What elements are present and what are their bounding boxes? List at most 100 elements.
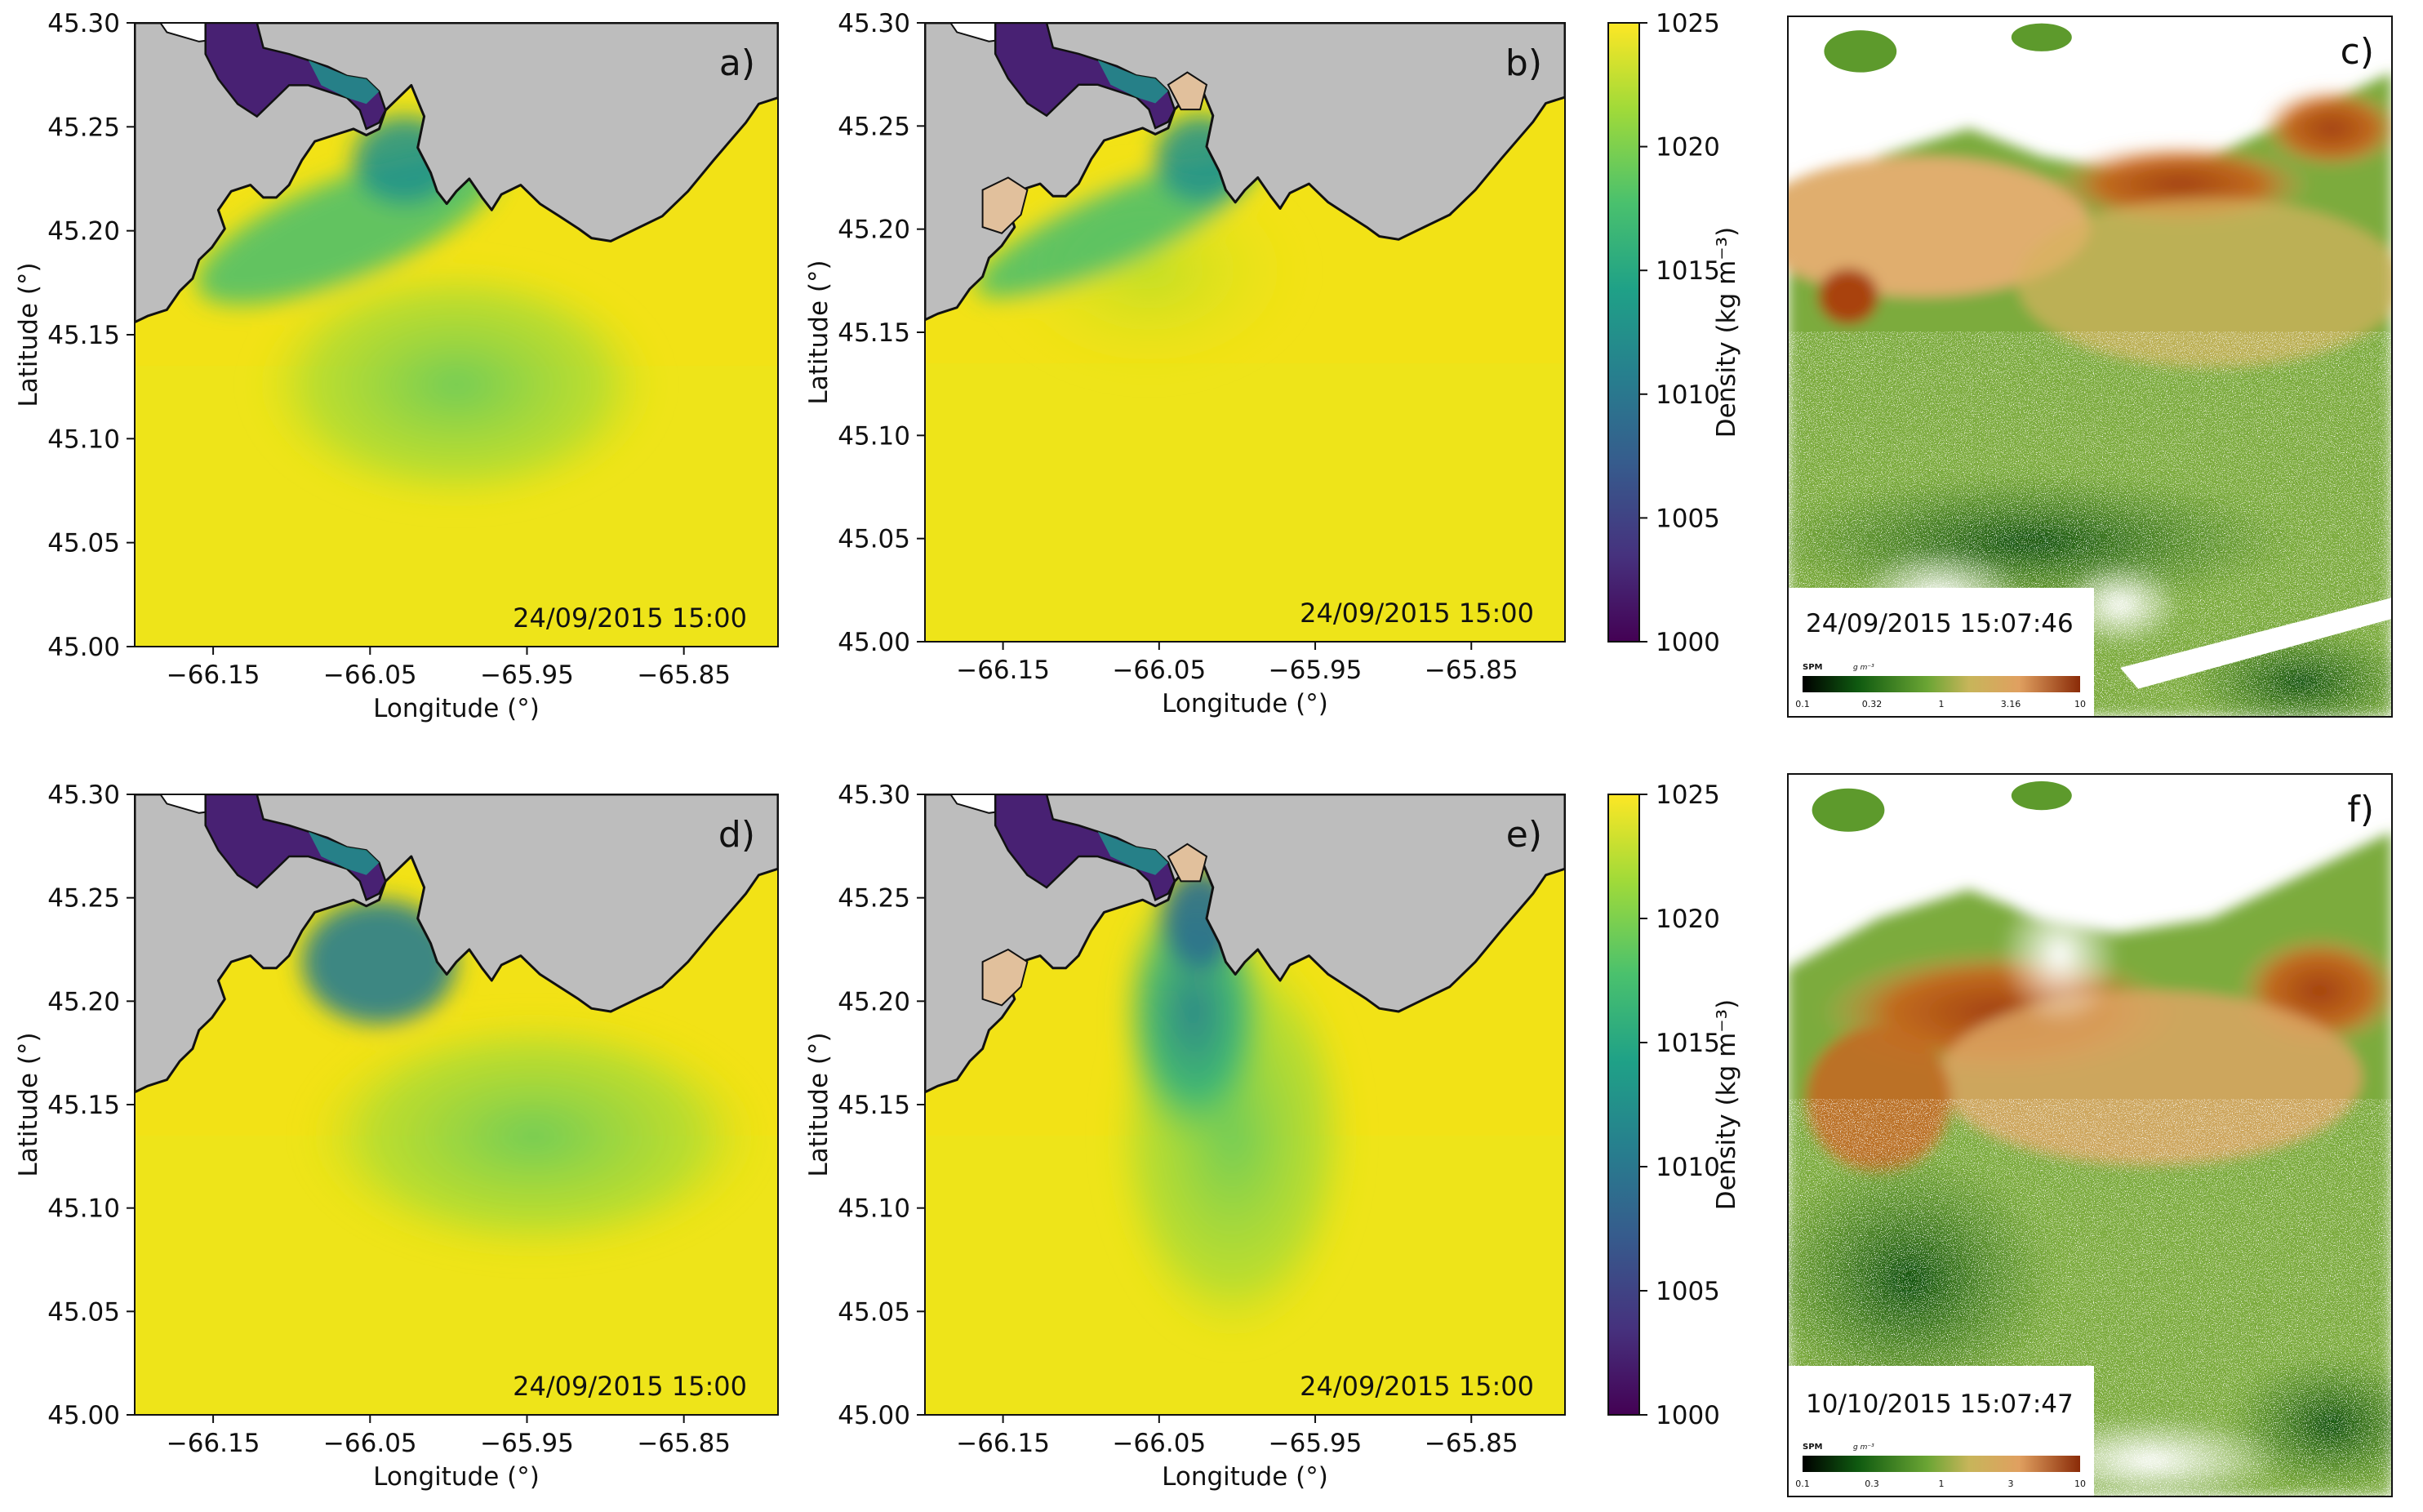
plume-mouth xyxy=(301,900,456,1025)
satellite-panel-f: 10/10/2015 15:07:47 SPM g m⁻³ 0.1 0.3 1 3 10 f) xyxy=(1787,773,2393,1497)
panel-body xyxy=(925,23,1565,642)
panel-body xyxy=(925,794,1565,1415)
x-tick-label: −65.95 xyxy=(480,660,574,690)
panel-body xyxy=(1788,16,2392,717)
y-tick-label: 45.15 xyxy=(47,321,120,350)
x-axis-label: Longitude (°) xyxy=(1162,1462,1328,1492)
river-channel xyxy=(204,794,387,901)
panel-body xyxy=(135,23,778,647)
timestamp-label: 10/10/2015 15:07:47 xyxy=(1806,1390,2074,1419)
x-axis-label: Longitude (°) xyxy=(1162,689,1328,718)
x-tick-label: −66.05 xyxy=(323,1429,417,1458)
y-tick-label: 45.25 xyxy=(47,884,120,914)
x-tick-label: −65.95 xyxy=(480,1429,574,1458)
marsh-patch xyxy=(981,176,1029,234)
spm-colorbar-gradient xyxy=(1803,1456,2080,1472)
spm-colorbar-unit: g m⁻³ xyxy=(1853,1443,1874,1452)
y-tick-label: 45.00 xyxy=(838,628,910,657)
spm-very-high xyxy=(2259,86,2392,171)
map-panel-e: 45.30 45.25 45.20 45.15 45.10 45.05 45.00 −66.1… xyxy=(804,780,1566,1492)
timestamp-bg xyxy=(1788,588,2094,655)
land-mask xyxy=(925,794,1565,1094)
timestamp-box: 24/09/2015 15:07:46 xyxy=(1788,588,2094,655)
marsh-patch xyxy=(1167,71,1208,111)
spm-colorbar-tick: 10 xyxy=(2074,699,2086,709)
panel-letter: a) xyxy=(719,42,755,84)
land-vegetation xyxy=(2011,780,2072,811)
x-axis-label: Longitude (°) xyxy=(373,694,540,723)
spm-very-high xyxy=(1818,268,1878,325)
colorbar-gradient xyxy=(1607,794,1640,1416)
colorbar-tick-label: 1010 xyxy=(1656,1153,1720,1182)
timestamp-label: 24/09/2015 15:00 xyxy=(1300,1371,1534,1402)
y-axis-label: Latitude (°) xyxy=(14,1032,43,1176)
land-vegetation xyxy=(2011,23,2072,51)
plume-offshore xyxy=(301,1012,766,1260)
y-tick-label: 45.10 xyxy=(838,1194,910,1224)
colorbar-tick-label: 1015 xyxy=(1656,256,1720,286)
colorbar-tick-label: 1025 xyxy=(1656,9,1720,38)
river-channel xyxy=(204,23,387,131)
land-mask xyxy=(135,794,778,1094)
land-vegetation xyxy=(1812,788,1885,832)
spm-colorbar-tick: 0.32 xyxy=(1862,699,1883,709)
x-tick-label: −66.15 xyxy=(956,1429,1050,1458)
panel-letter: f) xyxy=(2347,789,2374,830)
colorbar-tick-label: 1015 xyxy=(1656,1029,1720,1058)
x-tick-label: −66.15 xyxy=(167,660,260,690)
y-tick-label: 45.10 xyxy=(47,425,120,454)
spm-colorbar-title: SPM xyxy=(1803,663,1823,672)
y-tick-label: 45.25 xyxy=(47,113,120,142)
axes-frame xyxy=(1787,16,2393,718)
panel-letter: b) xyxy=(1505,42,1542,84)
y-tick-label: 45.10 xyxy=(47,1194,120,1224)
satellite-panel-c: 24/09/2015 15:07:46 SPM g m⁻³ 0.1 0.32 1 3.16 1… xyxy=(1787,16,2393,718)
x-tick-label: −66.05 xyxy=(323,660,417,690)
y-tick-label: 45.30 xyxy=(838,9,910,38)
spm-coastal-high xyxy=(1788,156,2090,297)
colorbar-tick-label: 1010 xyxy=(1656,380,1720,410)
x-tick-label: −65.95 xyxy=(1269,656,1363,685)
plume-core xyxy=(250,260,663,509)
sea-shading xyxy=(925,362,1565,642)
panel-letter: c) xyxy=(2341,31,2374,73)
x-tick-label: −66.05 xyxy=(1112,1429,1206,1458)
river-channel xyxy=(994,794,1176,901)
x-tick-label: −66.15 xyxy=(167,1429,260,1458)
y-tick-label: 45.05 xyxy=(47,529,120,558)
spm-colorbar-unit: g m⁻³ xyxy=(1853,664,1874,672)
colorbar-tick-label: 1020 xyxy=(1656,905,1720,934)
land-mask xyxy=(135,23,778,324)
spm-colorbar: SPM g m⁻³ 0.1 0.3 1 3 10 xyxy=(1788,1434,2094,1496)
density-colorbar: 1025 1020 1015 1010 1005 1000 Density (kg m⁻³) xyxy=(1607,780,1741,1430)
spm-elevated xyxy=(2017,198,2392,367)
spm-colorbar: SPM g m⁻³ 0.1 0.32 1 3.16 10 xyxy=(1788,655,2094,717)
y-tick-label: 45.00 xyxy=(47,633,120,662)
colorbar-tick-label: 1005 xyxy=(1656,1277,1720,1306)
x-tick-label: −65.85 xyxy=(637,660,731,690)
y-tick-label: 45.00 xyxy=(838,1401,910,1430)
y-tick-label: 45.15 xyxy=(838,318,910,348)
river-mouth-mixing xyxy=(308,60,380,105)
spm-colorbar-tick: 0.1 xyxy=(1795,699,1810,709)
spm-colorbar-tick: 3.16 xyxy=(2001,699,2021,709)
x-tick-label: −65.85 xyxy=(1425,1429,1518,1458)
y-tick-label: 45.30 xyxy=(47,9,120,38)
timestamp-label: 24/09/2015 15:00 xyxy=(513,603,747,634)
y-tick-label: 45.10 xyxy=(838,421,910,451)
y-tick-label: 45.25 xyxy=(838,112,910,141)
marsh-patch xyxy=(981,948,1029,1007)
density-colorbar: 1025 1020 1015 1010 1005 1000 Density (kg m⁻³) xyxy=(1607,9,1741,657)
x-axis-label: Longitude (°) xyxy=(373,1462,540,1492)
y-tick-label: 45.05 xyxy=(47,1297,120,1327)
spm-colorbar-tick: 10 xyxy=(2074,1479,2086,1489)
timestamp-box: 10/10/2015 15:07:47 xyxy=(1788,1366,2094,1435)
spm-colorbar-tick: 1 xyxy=(1939,1479,1945,1489)
panel-letter: d) xyxy=(718,814,755,856)
spm-colorbar-gradient xyxy=(1803,676,2080,692)
cloud-patch xyxy=(1999,882,2120,1027)
x-tick-label: −65.95 xyxy=(1269,1429,1363,1458)
y-tick-label: 45.15 xyxy=(47,1091,120,1120)
panel-body xyxy=(135,794,778,1415)
